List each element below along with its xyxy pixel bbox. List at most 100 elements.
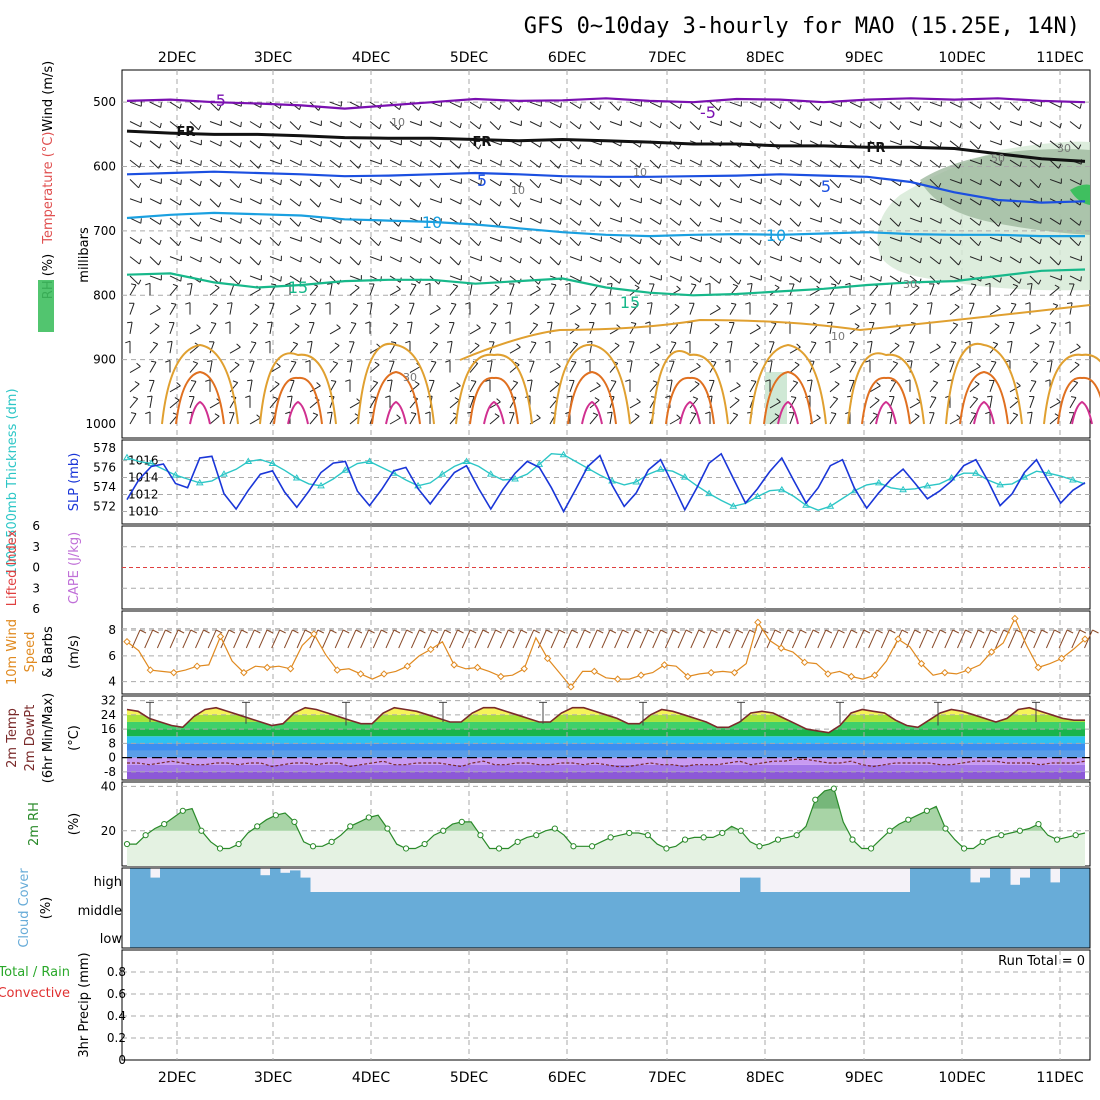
cloud-high-bar [910,868,921,892]
wind-barb-flag [931,396,937,398]
wind-barb-flag [259,219,262,225]
wind-barb [929,140,941,148]
surface-barb-flag [406,629,413,634]
wind-barb [589,256,602,263]
wind-barb [689,284,697,296]
wind-barb [849,236,860,246]
wind-barb [989,140,1002,146]
wind-barb-flag [976,362,981,367]
wind-barb-flag [140,218,142,224]
wind-barb [629,323,637,335]
wind-barb [289,275,301,283]
wind-barb [709,308,721,316]
wind-barb-flag [810,341,817,344]
wind-barb-flag [599,201,602,207]
wind-barb [269,159,282,165]
wind-barb [929,256,940,265]
wind-barb-flag [827,321,833,324]
wind-barb-flag [187,411,193,414]
wind-barb [709,217,722,223]
temp-band [127,736,1085,744]
thickness-marker [923,481,932,489]
rh-contour-label: 30 [403,371,417,384]
wind-barb-flag [630,322,637,324]
wind-barb [849,121,861,129]
wind-barb [509,198,519,208]
wind-barb [209,415,220,425]
wind-barb [129,413,137,425]
wind-barb [669,256,682,262]
wind-barb-flag [1080,179,1082,185]
rh-marker [719,829,726,837]
isotherm-10 [126,211,1085,238]
wind-barb [389,288,401,296]
wind-barb-flag [480,276,482,282]
wind-barb-flag [694,381,700,385]
wind-barb-flag [836,362,841,367]
wind-barb-flag [958,163,962,169]
wind-barb [609,179,620,188]
surface-barb [423,629,433,649]
wind-barb [369,397,377,409]
wind-barb [409,322,413,334]
top-tick-label: 2DEC [158,50,197,66]
wind-barb-flag [334,342,340,346]
wind-label-text: Wind (m/s) [41,61,56,132]
wind-barb [769,341,775,354]
theta-contour [651,350,729,425]
wind-barb-flag [127,321,133,324]
wind-barb [489,121,499,131]
wind-barb [649,198,662,205]
wind-barb [329,198,342,204]
surface-barb [766,629,776,649]
wind-barb-flag [434,323,440,327]
wind-barb [729,414,739,425]
wind-barb [909,101,919,111]
wind-barb-flag [338,182,342,189]
wind-barb-flag [260,198,262,205]
temp-line [126,706,1085,734]
theta-contour [357,342,435,425]
thickness-line [126,452,1086,511]
wind-barb [1049,275,1062,281]
wind-barb-flag [399,180,402,186]
wind-barb-flag [838,182,842,189]
wind-barb [849,198,862,205]
wind-barb [829,159,840,168]
surface-barb-flag [647,629,655,634]
wind-barb [249,342,257,354]
wind-barb-flag [952,322,958,326]
wind-barb [129,383,140,393]
wind-barb-flag [676,414,681,419]
li-tick-label: 6 [32,519,40,533]
cloud-high-bar [270,868,281,892]
thickness-marker [680,473,689,480]
wind-barb [1029,396,1035,409]
wind-barb [129,179,139,189]
bottom-tick-label: 6DEC [548,1070,587,1086]
wind-barb-flag [512,380,518,384]
wind-barb-flag [678,144,682,150]
wind-barb-flag [938,182,942,189]
wind-barb-flag [405,340,411,344]
wind-barb [509,364,520,373]
wind-barb [669,324,679,335]
thickness-marker [244,457,253,465]
wind-barb [1069,217,1080,226]
wind-barb-flag [318,202,322,208]
wind-barb [869,159,882,165]
wind-barb [169,341,173,354]
wind-barb-flag [238,279,242,285]
wind-barb-flag [1076,343,1081,348]
rh-marker [1053,836,1061,843]
wind-barb-flag [619,278,622,284]
wind-barb-flag [1052,303,1058,306]
wind-barb [969,366,981,373]
surface-barb [449,629,458,649]
wind-barb-flag [660,102,662,108]
rh-shade-50 [1070,184,1090,205]
wind-barb [869,178,882,186]
wind-barb [269,140,279,150]
thickness-marker [317,481,325,489]
wind-barb-flag [880,179,882,185]
